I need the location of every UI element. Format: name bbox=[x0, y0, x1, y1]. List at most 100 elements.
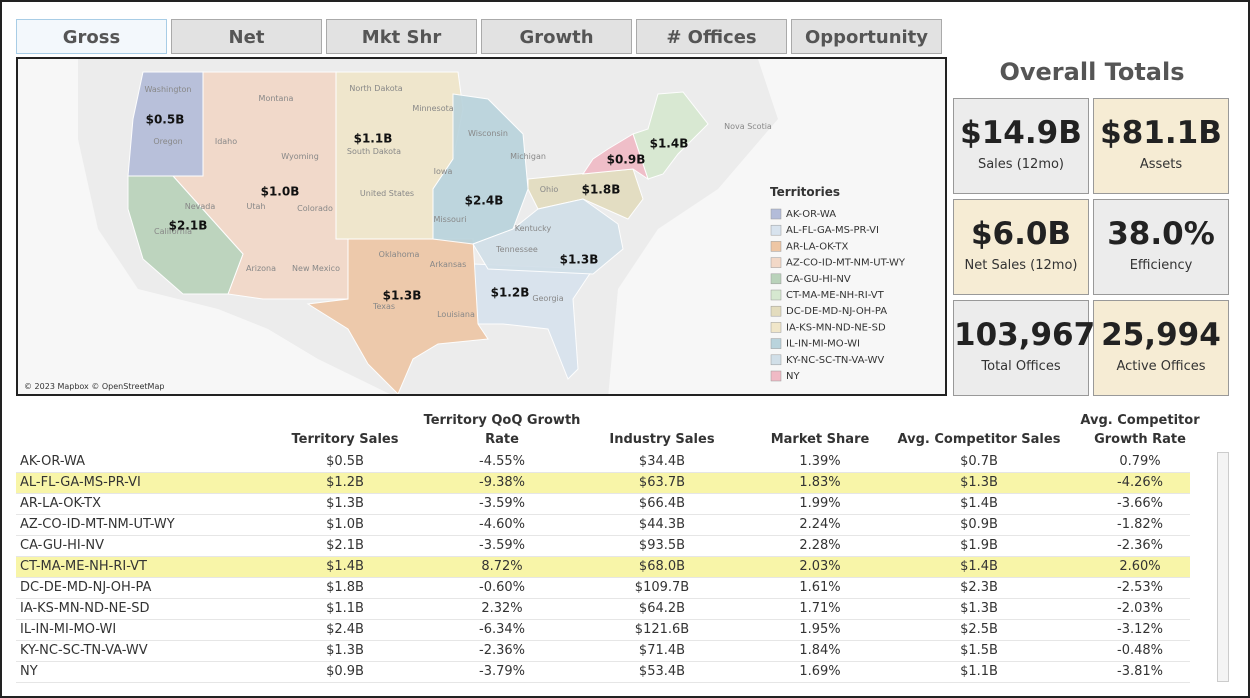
region-labels: $0.5B $1.2B $1.3B $1.0B $2.1B $1.4B $1.8B $1.1B… bbox=[146, 113, 689, 303]
basemap-label: Montana bbox=[259, 94, 294, 103]
legend-label[interactable]: CA-GU-HI-NV bbox=[786, 274, 851, 285]
total-label: Efficiency bbox=[1129, 258, 1193, 273]
table-cell: -2.53% bbox=[1117, 580, 1163, 595]
legend: Territories AK-OR-WA AL-FL-GA-MS-PR-VI AR-L… bbox=[770, 185, 906, 382]
table-cell: $2.1B bbox=[326, 538, 364, 553]
table-row: IL-IN-MI-MO-WI $2.4B -6.34% $121.6B 1.95% $2.… bbox=[16, 620, 1190, 641]
table-cell: $1.1B bbox=[326, 601, 364, 616]
table-cell: $93.5B bbox=[638, 538, 686, 553]
table-row: CA-GU-HI-NV $2.1B -3.59% $93.5B 2.28% $1.9B -2… bbox=[16, 536, 1190, 557]
legend-swatch bbox=[770, 241, 782, 252]
tab[interactable]: Mkt Shr bbox=[326, 19, 477, 54]
table-cell: $0.9B bbox=[326, 664, 364, 679]
total-value: 103,967 bbox=[954, 317, 1096, 353]
table-cell: $109.7B bbox=[634, 580, 690, 595]
scrollbar[interactable] bbox=[1217, 452, 1229, 682]
tab[interactable]: Gross bbox=[16, 19, 167, 54]
table-cell: $121.6B bbox=[634, 622, 690, 637]
legend-label[interactable]: CT-MA-ME-NH-RI-VT bbox=[786, 290, 885, 301]
table-cell: -3.59% bbox=[479, 496, 525, 511]
table-cell: $1.0B bbox=[326, 517, 364, 532]
table-cell: 1.95% bbox=[799, 622, 841, 637]
basemap-label: North Dakota bbox=[349, 84, 402, 93]
region-label: $1.2B bbox=[491, 286, 530, 300]
total-label: Active Offices bbox=[1116, 359, 1206, 374]
territory-region[interactable] bbox=[306, 238, 489, 394]
column-header: Territory Sales bbox=[291, 432, 399, 447]
region-label: $1.8B bbox=[582, 183, 621, 197]
legend-label[interactable]: KY-NC-SC-TN-VA-WV bbox=[786, 355, 884, 366]
total-card: 103,967 Total Offices bbox=[953, 300, 1096, 396]
attribution: © 2023 Mapbox © OpenStreetMap bbox=[24, 382, 164, 391]
legend-label[interactable]: AZ-CO-ID-MT-NM-UT-WY bbox=[786, 258, 906, 269]
territory-region[interactable] bbox=[472, 198, 624, 275]
table-cell: $1.1B bbox=[960, 664, 998, 679]
legend-label[interactable]: NY bbox=[786, 371, 800, 382]
table-cell: -2.36% bbox=[1117, 538, 1163, 553]
total-card: $6.0B Net Sales (12mo) bbox=[953, 199, 1089, 295]
table-cell: $1.3B bbox=[960, 601, 998, 616]
tab[interactable]: Growth bbox=[481, 19, 632, 54]
table-cell: 1.84% bbox=[799, 643, 841, 658]
legend-label[interactable]: AR-LA-OK-TX bbox=[786, 241, 848, 252]
table-row: AL-FL-GA-MS-PR-VI $1.2B -9.38% $63.7B 1.83% $… bbox=[16, 473, 1190, 494]
table-cell: $2.4B bbox=[326, 622, 364, 637]
table-cell: $1.4B bbox=[326, 559, 364, 574]
region-label: $2.1B bbox=[169, 219, 208, 233]
basemap-label: Missouri bbox=[434, 215, 467, 224]
table-row: AZ-CO-ID-MT-NM-UT-WY $1.0B -4.60% $44.3B 2.2… bbox=[16, 515, 1190, 536]
table-cell: 1.61% bbox=[799, 580, 841, 595]
table-cell: $0.7B bbox=[960, 454, 998, 469]
territory-name: KY-NC-SC-TN-VA-WV bbox=[20, 643, 148, 658]
territory-region[interactable] bbox=[127, 175, 244, 295]
table-cell: 0.79% bbox=[1119, 454, 1161, 469]
table-cell: 8.72% bbox=[481, 559, 523, 574]
table-cell: $2.3B bbox=[960, 580, 998, 595]
territory-name: DC-DE-MD-NJ-OH-PA bbox=[20, 580, 152, 595]
basemap-label: Utah bbox=[247, 202, 266, 211]
table-cell: -9.38% bbox=[479, 475, 525, 490]
legend-swatch bbox=[770, 224, 782, 236]
basemap-label: Oklahoma bbox=[379, 250, 420, 259]
basemap-label: Georgia bbox=[532, 294, 563, 303]
basemap-label: Tennessee bbox=[495, 245, 538, 254]
legend-label[interactable]: AK-OR-WA bbox=[786, 209, 836, 220]
legend-label[interactable]: DC-DE-MD-NJ-OH-PA bbox=[786, 306, 887, 317]
legend-swatch bbox=[770, 305, 782, 317]
basemap-labels: Washington Oregon Montana Idaho Wyoming Nevad… bbox=[144, 84, 771, 319]
table-cell: 2.24% bbox=[799, 517, 841, 532]
basemap-label: Ohio bbox=[540, 185, 559, 194]
tab[interactable]: Opportunity bbox=[791, 19, 942, 54]
legend-swatch bbox=[770, 338, 782, 349]
legend-label[interactable]: AL-FL-GA-MS-PR-VI bbox=[786, 225, 879, 236]
total-label: Net Sales (12mo) bbox=[964, 258, 1078, 273]
basemap-label: Arizona bbox=[246, 264, 276, 273]
column-header: Avg. Competitor Sales bbox=[897, 432, 1061, 447]
table-cell: 2.28% bbox=[799, 538, 841, 553]
table-cell: $68.0B bbox=[638, 559, 686, 574]
total-value: 25,994 bbox=[1101, 317, 1221, 353]
total-card: 38.0% Efficiency bbox=[1093, 199, 1229, 295]
table-cell: -0.48% bbox=[1117, 643, 1163, 658]
tab[interactable]: # Offices bbox=[636, 19, 787, 54]
tab[interactable]: Net bbox=[171, 19, 322, 54]
territory-region[interactable] bbox=[581, 133, 649, 181]
basemap-label: Texas bbox=[372, 302, 395, 311]
legend-title: Territories bbox=[770, 185, 840, 199]
table-cell: 2.60% bbox=[1119, 559, 1161, 574]
table-cell: -3.12% bbox=[1117, 622, 1163, 637]
table-cell: -2.36% bbox=[479, 643, 525, 658]
legend-label[interactable]: IA-KS-MN-ND-NE-SD bbox=[786, 322, 886, 333]
table-cell: $44.3B bbox=[638, 517, 686, 532]
region-label: $0.5B bbox=[146, 113, 185, 127]
table-cell: $66.4B bbox=[638, 496, 686, 511]
legend-label[interactable]: IL-IN-MI-MO-WI bbox=[786, 339, 860, 350]
basemap-label: Washington bbox=[144, 85, 191, 94]
territory-region[interactable] bbox=[472, 263, 594, 380]
table-cell: $1.2B bbox=[326, 475, 364, 490]
total-label: Assets bbox=[1139, 157, 1183, 172]
table-cell: $0.5B bbox=[326, 454, 364, 469]
basemap-label: New Mexico bbox=[292, 264, 340, 273]
territory-region[interactable] bbox=[632, 91, 709, 180]
